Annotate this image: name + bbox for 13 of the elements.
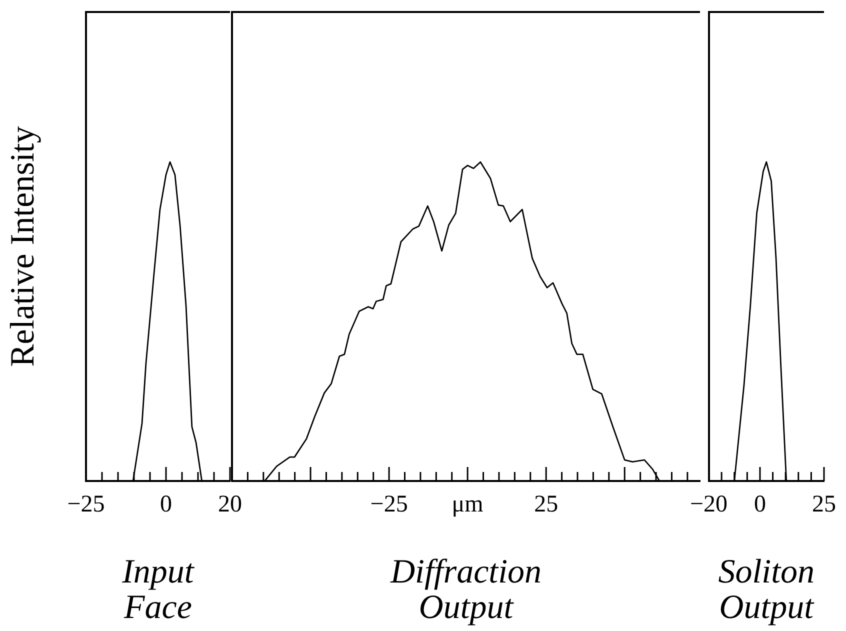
x-tick-label: −20 [690,492,728,518]
x-tick-label: 20 [218,492,242,518]
x-axis-title: Soliton Output [718,553,816,626]
x-tick-label: 0 [754,492,766,518]
y-axis-title: Relative Intensity [4,126,42,367]
x-tick-label: μm [452,492,484,518]
x-tick-label: 25 [812,492,836,518]
x-tick-label: 25 [534,492,558,518]
x-tick-label: −25 [67,492,105,518]
x-axis-title: Diffraction Output [389,553,542,626]
x-axis-title: Input Face [121,553,196,626]
x-tick-label: 0 [160,492,172,518]
x-tick-label: −25 [370,492,408,518]
